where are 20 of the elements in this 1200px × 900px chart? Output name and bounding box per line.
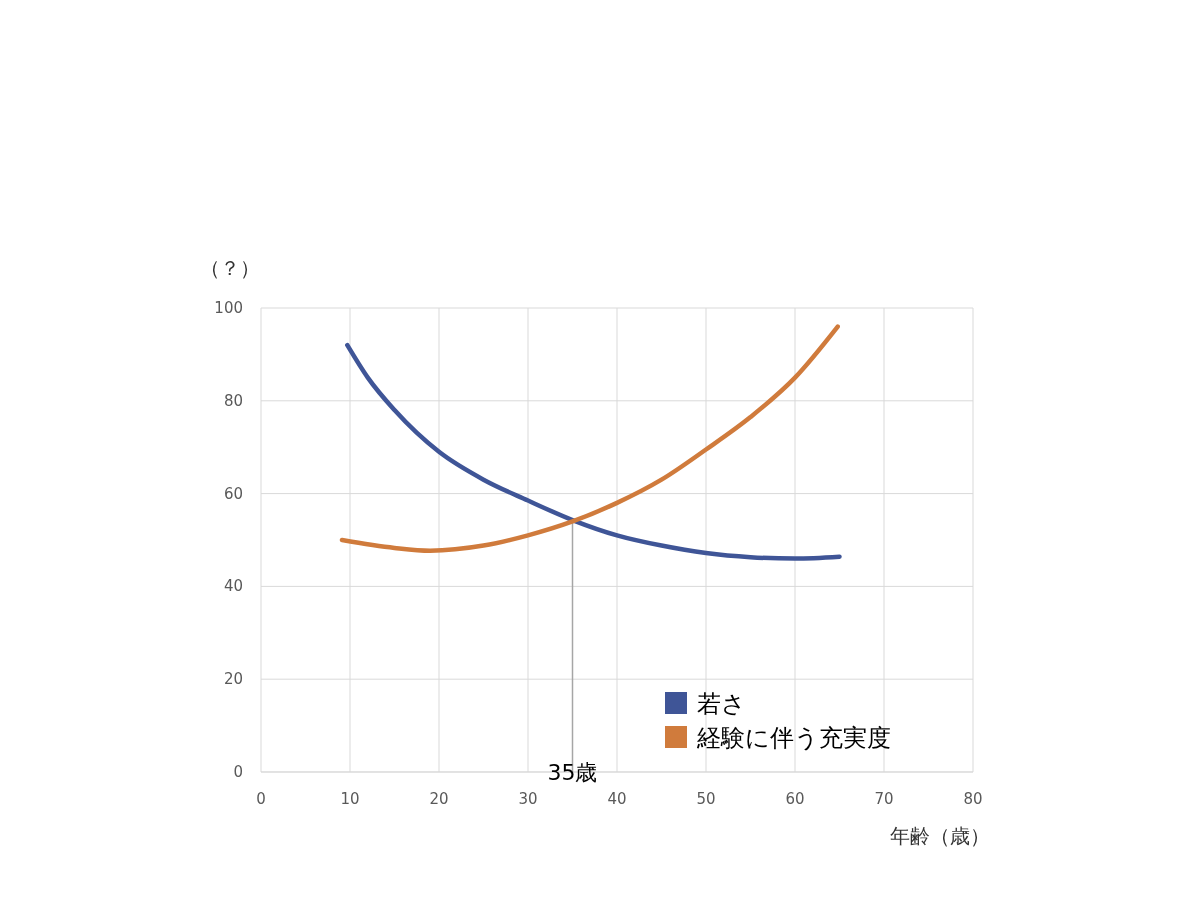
x-tick-label: 60 [785,790,805,808]
x-tick-label: 30 [518,790,538,808]
x-tick-label: 50 [696,790,716,808]
y-tick-label: 60 [223,484,243,503]
x-tick-label: 40 [607,790,627,808]
x-tick-label: 70 [874,790,894,808]
x-tick-label: 20 [429,790,449,808]
x-tick-label: 80 [963,790,983,808]
x-tick-label: 0 [256,790,266,808]
y-tick-label: 0 [233,763,243,781]
y-axis-title: （？） [200,256,260,280]
y-tick-label: 20 [223,670,243,689]
legend-label: 経験に伴う充実度 [696,724,891,752]
x-tick-label: 10 [340,790,360,808]
y-tick-label: 100 [214,299,243,317]
y-tick-label: 40 [223,577,243,596]
x-axis-title: 年齢（歳） [890,824,990,848]
ref-line-label: 35歳 [547,760,598,785]
legend-label: 若さ [697,690,746,718]
y-tick-label: 80 [223,391,243,410]
